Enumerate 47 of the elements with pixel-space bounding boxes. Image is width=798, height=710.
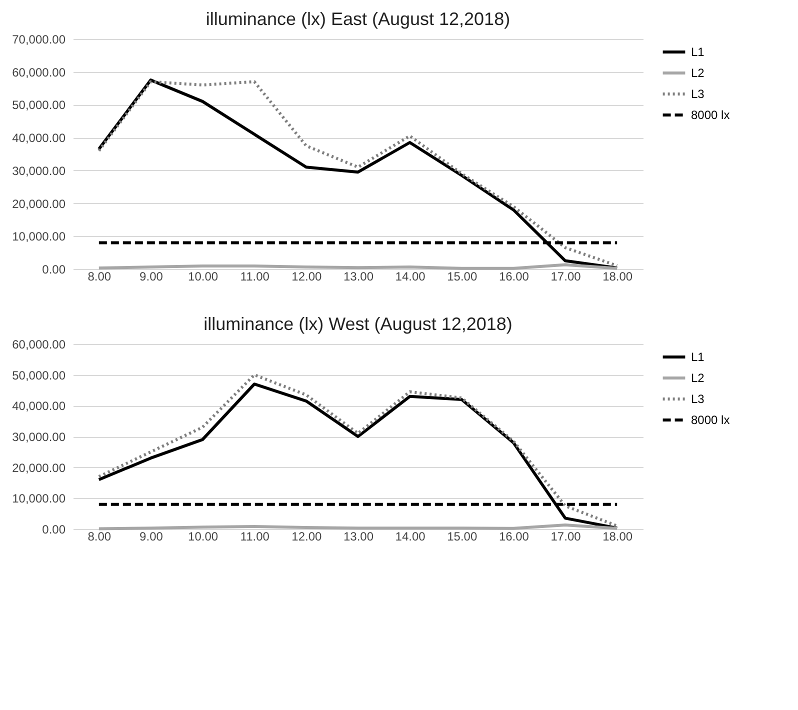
x-tick-label: 12.00 — [292, 270, 322, 284]
y-tick-label: 40,000.00 — [12, 131, 66, 146]
legend-label: L1 — [691, 45, 705, 59]
legend-label: L1 — [691, 350, 705, 364]
x-tick-label: 12.00 — [292, 530, 322, 544]
legend-label: L2 — [691, 66, 705, 80]
chart-title: illuminance (lx) East (August 12,2018) — [206, 9, 510, 29]
legend-label: 8000 lx — [691, 413, 730, 427]
y-tick-label: 60,000.00 — [12, 65, 66, 80]
x-tick-label: 10.00 — [188, 270, 218, 284]
x-tick-label: 18.00 — [602, 530, 633, 544]
x-tick-label: 18.00 — [602, 270, 633, 284]
x-tick-label: 15.00 — [447, 530, 478, 544]
legend-label: 8000 lx — [691, 108, 730, 122]
y-tick-label: 60,000.00 — [12, 338, 66, 352]
x-tick-label: 15.00 — [447, 270, 478, 284]
x-tick-label: 11.00 — [240, 530, 270, 544]
y-tick-label: 30,000.00 — [12, 430, 66, 444]
legend-label: L2 — [691, 371, 705, 385]
x-tick-label: 9.00 — [140, 270, 164, 284]
y-tick-label: 40,000.00 — [12, 399, 66, 414]
x-tick-label: 16.00 — [498, 270, 530, 284]
x-tick-label: 8.00 — [88, 270, 112, 284]
y-tick-label: 10,000.00 — [12, 492, 66, 506]
y-tick-label: 30,000.00 — [12, 164, 66, 178]
y-tick-label: 10,000.00 — [12, 230, 66, 244]
x-tick-label: 14.00 — [395, 270, 426, 284]
legend-label: L3 — [691, 392, 705, 406]
x-tick-label: 17.00 — [550, 530, 582, 544]
x-tick-label: 14.00 — [395, 530, 426, 544]
y-tick-label: 20,000.00 — [12, 460, 66, 475]
chart-title: illuminance (lx) West (August 12,2018) — [204, 314, 512, 334]
y-tick-label: 0.00 — [42, 522, 66, 536]
x-tick-label: 13.00 — [343, 530, 374, 544]
x-tick-label: 17.00 — [550, 270, 582, 284]
y-tick-label: 50,000.00 — [12, 368, 66, 382]
legend-label: L3 — [691, 87, 705, 101]
x-tick-label: 13.00 — [343, 270, 374, 284]
x-tick-label: 9.00 — [140, 530, 164, 544]
x-tick-label: 8.00 — [88, 530, 112, 544]
y-tick-label: 0.00 — [42, 262, 66, 276]
y-tick-label: 70,000.00 — [12, 32, 66, 46]
y-tick-label: 20,000.00 — [12, 196, 66, 211]
y-tick-label: 50,000.00 — [12, 98, 66, 112]
x-tick-label: 16.00 — [498, 530, 530, 544]
x-tick-label: 11.00 — [240, 270, 270, 284]
x-tick-label: 10.00 — [188, 530, 218, 544]
